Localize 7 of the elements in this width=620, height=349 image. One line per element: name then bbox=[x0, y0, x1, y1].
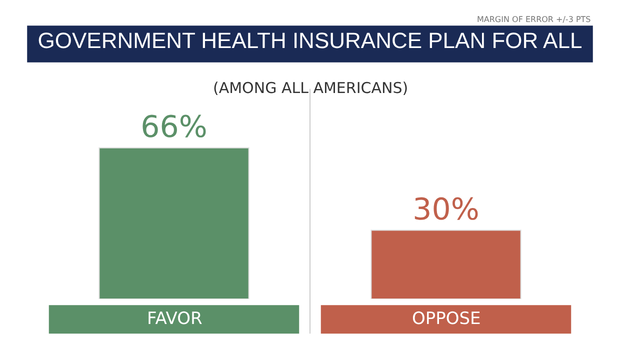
x-tick-label: FAVOR bbox=[147, 309, 202, 329]
text: MARGIN OF ERROR +/-3 PTS bbox=[477, 15, 591, 24]
chart-subtitle: (AMONG ALL AMERICANS) bbox=[213, 79, 408, 97]
chart-title: GOVERNMENT HEALTH INSURANCE PLAN FOR ALL bbox=[38, 28, 582, 53]
x-tick-label: OPPOSE bbox=[412, 309, 481, 329]
data-label: 66% bbox=[140, 110, 208, 145]
data-label: 30% bbox=[412, 192, 480, 228]
